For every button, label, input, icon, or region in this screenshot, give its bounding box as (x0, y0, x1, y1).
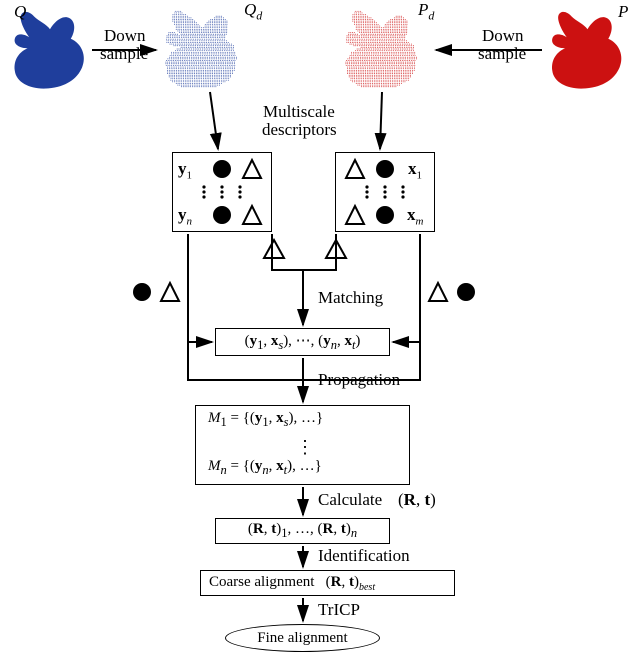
label-P: P (618, 2, 628, 22)
label-Q: Q (14, 2, 26, 22)
coarse-box: Coarse alignment (R, t)best (200, 570, 455, 596)
Rt-list-box: (R, t)1, …, (R, t)n (215, 518, 390, 544)
label-calculate: Calculate (318, 490, 382, 510)
label-multiscale: Multiscale (263, 102, 335, 122)
label-identification: Identification (318, 546, 410, 566)
label-down-left: Down (104, 26, 146, 46)
label-down-right: Down (482, 26, 524, 46)
bunny-Q-solid (10, 10, 90, 90)
Mn-line: Mn = {(yn, xt), …} (208, 458, 322, 478)
bunny-Qd-sampled (160, 8, 245, 90)
label-propagation: Propagation (318, 370, 400, 390)
bunny-Pd-sampled (335, 8, 430, 90)
under-triangles (260, 238, 350, 262)
bunny-P-solid (545, 10, 630, 90)
label-Qd: Qd (244, 0, 262, 23)
label-sample-left: sample (100, 44, 148, 64)
label-x1: x1 (408, 159, 422, 181)
label-Rt: (R, t) (398, 490, 436, 510)
label-tricp: TrICP (318, 600, 360, 620)
M-dots: ⋮ (296, 437, 314, 458)
fine-ellipse: Fine alignment (225, 624, 380, 652)
M1-line: M1 = {(y1, xs), …} (208, 410, 323, 430)
right-branch-icons (424, 280, 478, 304)
label-Pd: Pd (418, 0, 434, 23)
label-xm: xm (407, 205, 423, 227)
label-sample-right: sample (478, 44, 526, 64)
label-yn: yn (178, 205, 192, 227)
left-branch-icons (130, 280, 184, 304)
label-descriptors: descriptors (262, 120, 337, 140)
label-y1: y1 (178, 159, 192, 181)
label-matching: Matching (318, 288, 383, 308)
pairs-box: (y1, xs), ⋯, (yn, xt) (215, 328, 390, 356)
